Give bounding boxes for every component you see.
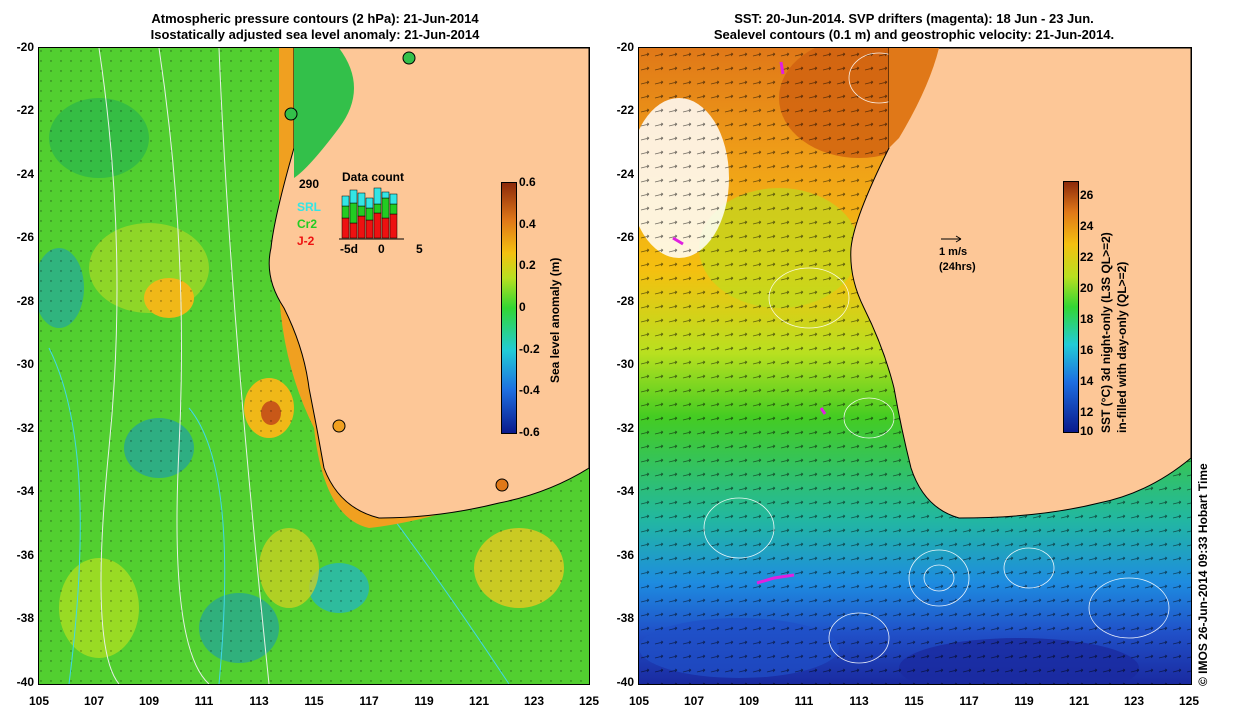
left-ytick-5: -28 — [16, 294, 34, 308]
right-xtick-1: 105 — [628, 694, 650, 708]
right-xtick-9: 121 — [1068, 694, 1090, 708]
left-xtick-11: 125 — [578, 694, 600, 708]
drifter-track-2 — [672, 236, 684, 246]
left-title: Atmospheric pressure contours (2 hPa): 2… — [40, 11, 590, 43]
left-ytick-2: -22 — [16, 103, 34, 117]
left-xtick-7: 117 — [359, 694, 379, 708]
right-ytick-6: -30 — [616, 357, 634, 371]
left-xtick-9: 121 — [468, 694, 490, 708]
left-xtick-8: 119 — [414, 694, 434, 708]
right-xtick-5: 113 — [849, 694, 869, 708]
left-ytick-3: -24 — [16, 167, 34, 181]
imos-credit: © IMOS 26-Jun-2014 09:33 Hobart Time — [1196, 463, 1210, 686]
sst-tick-6: 16 — [1080, 343, 1094, 357]
sst-colorbar-label-1: SST (°C) 3d night-only (L3S QL>=2) — [1099, 232, 1113, 433]
left-ytick-4: -26 — [16, 230, 34, 244]
sst-tick-5: 18 — [1080, 312, 1094, 326]
left-ytick-11: -40 — [16, 675, 34, 689]
data-count-xtick-2: 0 — [378, 242, 385, 256]
right-ytick-5: -28 — [616, 294, 634, 308]
data-count-xtick-1: -5d — [340, 242, 358, 256]
sla-tick-1: 0.6 — [519, 175, 536, 189]
data-count-total: 290 — [299, 177, 320, 191]
left-ytick-10: -38 — [16, 611, 34, 625]
sst-field — [639, 48, 1191, 684]
right-ytick-2: -22 — [616, 103, 634, 117]
velocity-scale-duration: (24hrs) — [939, 261, 976, 273]
drifter-track-3 — [819, 407, 827, 415]
drifter-track-1 — [779, 61, 785, 75]
left-ytick-8: -34 — [16, 484, 34, 498]
left-xtick-6: 115 — [304, 694, 324, 708]
sla-colorbar — [501, 182, 517, 434]
sla-tick-4: 0 — [519, 300, 526, 314]
left-xtick-2: 107 — [83, 694, 105, 708]
left-title-line1: Atmospheric pressure contours (2 hPa): 2… — [151, 11, 479, 26]
left-ytick-6: -30 — [16, 357, 34, 371]
left-xtick-3: 109 — [138, 694, 160, 708]
right-ytick-11: -40 — [616, 675, 634, 689]
right-xtick-2: 107 — [683, 694, 705, 708]
sla-tick-2: 0.4 — [519, 217, 536, 231]
left-xtick-1: 105 — [28, 694, 50, 708]
right-ytick-7: -32 — [616, 421, 634, 435]
sst-tick-4: 20 — [1080, 281, 1094, 295]
right-title-line2: Sealevel contours (0.1 m) and geostrophi… — [713, 27, 1115, 42]
right-title-line1: SST: 20-Jun-2014. SVP drifters (magenta)… — [734, 11, 1094, 26]
sst-colorbar-label-2: in-filled with day-only (QL>=2) — [1115, 261, 1129, 433]
right-xtick-6: 115 — [904, 694, 924, 708]
data-count-xtick-3: 5 — [416, 242, 423, 256]
australia-land-sst — [850, 48, 1191, 519]
sst-tick-7: 14 — [1080, 374, 1094, 388]
sea-level-anomaly-map[interactable]: 290 Data count SRL Cr2 J-2 -5d 0 5 0.6 0… — [38, 47, 590, 685]
left-xtick-10: 123 — [523, 694, 545, 708]
sst-tick-2: 24 — [1080, 219, 1094, 233]
right-xtick-4: 111 — [794, 694, 814, 708]
right-xtick-8: 119 — [1014, 694, 1034, 708]
right-ytick-8: -34 — [616, 484, 634, 498]
right-ytick-4: -26 — [616, 230, 634, 244]
sst-tick-8: 12 — [1080, 405, 1094, 419]
right-ytick-9: -36 — [616, 548, 634, 562]
legend-cr2: Cr2 — [297, 217, 318, 231]
right-ytick-3: -24 — [616, 167, 634, 181]
sla-colorbar-label: Sea level anomaly (m) — [548, 257, 562, 383]
data-count-title: Data count — [342, 170, 405, 184]
right-ytick-10: -38 — [616, 611, 634, 625]
legend-j2: J-2 — [297, 234, 315, 248]
velocity-scale-speed: 1 m/s — [939, 246, 968, 258]
sla-tick-6: -0.4 — [519, 383, 540, 397]
sla-tick-7: -0.6 — [519, 425, 540, 439]
right-ytick-1: -20 — [616, 40, 634, 54]
drifter-track-4 — [756, 573, 795, 585]
left-xtick-5: 113 — [249, 694, 269, 708]
left-xtick-4: 111 — [194, 694, 214, 708]
sst-map[interactable]: 1 m/s (24hrs) 26 24 22 20 18 16 14 12 10… — [638, 47, 1192, 685]
right-xtick-10: 123 — [1123, 694, 1145, 708]
right-xtick-11: 125 — [1178, 694, 1200, 708]
left-title-line2: Isostatically adjusted sea level anomaly… — [150, 27, 480, 42]
sst-tick-3: 22 — [1080, 250, 1094, 264]
sst-tick-1: 26 — [1080, 188, 1094, 202]
data-count-bars — [339, 187, 404, 240]
legend-srl: SRL — [297, 200, 321, 214]
sla-tick-5: -0.2 — [519, 342, 540, 356]
sst-tick-9: 10 — [1080, 424, 1094, 438]
sla-tick-3: 0.2 — [519, 258, 536, 272]
left-ytick-9: -36 — [16, 548, 34, 562]
left-ytick-1: -20 — [16, 40, 34, 54]
right-title: SST: 20-Jun-2014. SVP drifters (magenta)… — [638, 11, 1190, 43]
left-ytick-7: -32 — [16, 421, 34, 435]
right-xtick-7: 117 — [959, 694, 979, 708]
data-count-inset: 290 Data count SRL Cr2 J-2 -5d 0 5 — [294, 168, 444, 268]
sst-colorbar — [1063, 181, 1079, 433]
right-xtick-3: 109 — [738, 694, 760, 708]
